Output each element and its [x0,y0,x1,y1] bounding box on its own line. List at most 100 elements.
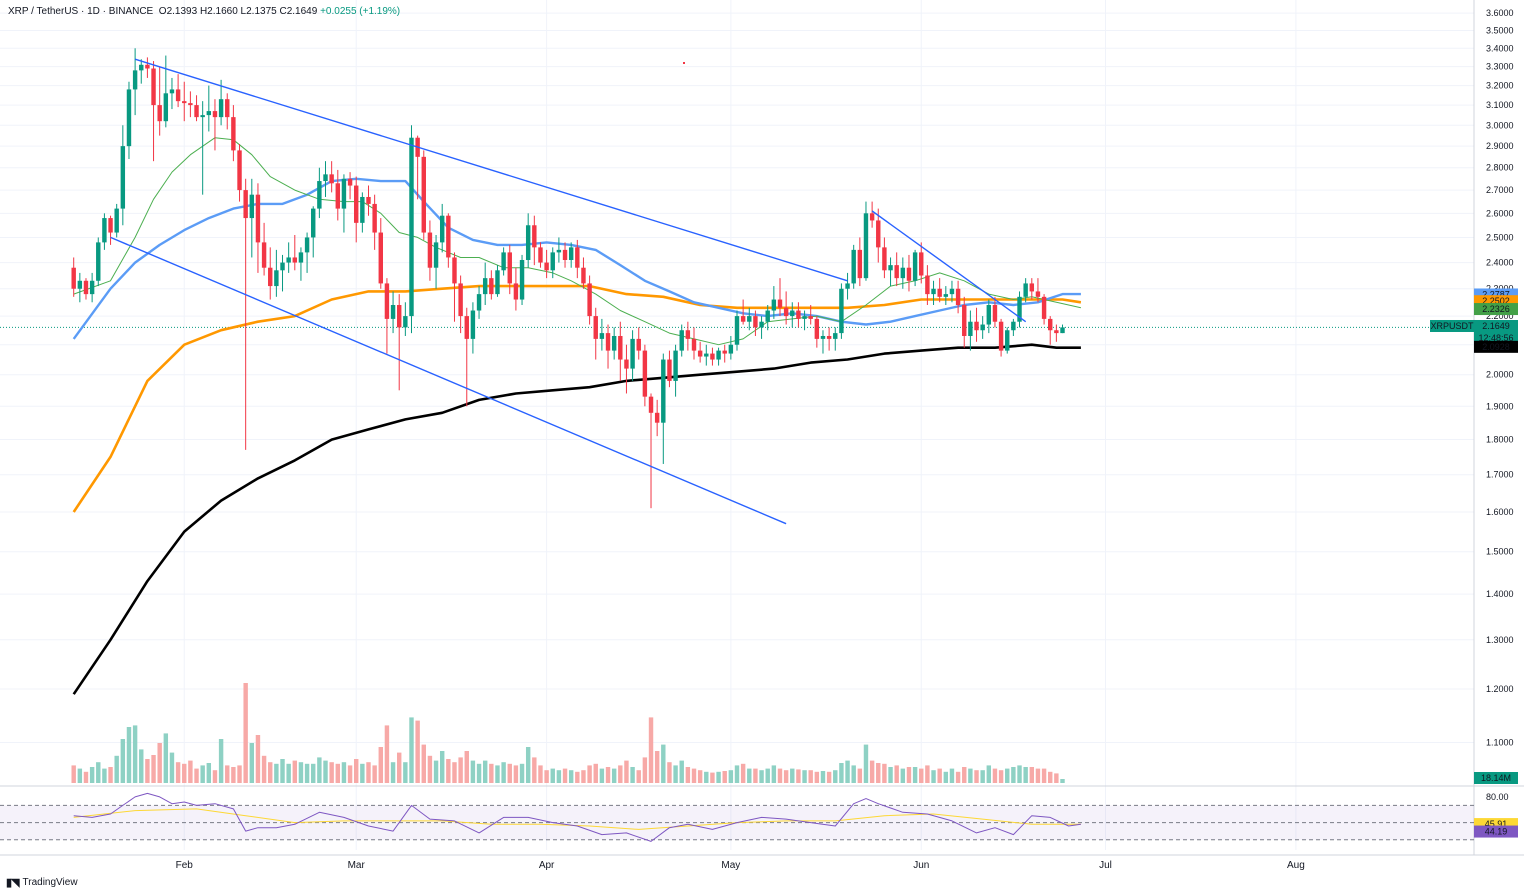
volume-bar [556,770,562,783]
volume-bar [89,767,95,783]
candle-body [661,359,666,423]
volume-tag: 18.14M [1481,773,1511,783]
volume-bar [802,770,807,783]
volume-bar [433,760,439,783]
candle-body [777,299,783,308]
price-tick-label: 2.9000 [1486,141,1514,151]
price-tick-label: 3.5000 [1486,25,1514,35]
volume-bar [550,768,555,783]
candle-body [501,252,506,271]
price-tick-label: 3.3000 [1486,62,1514,72]
volume-bar [685,767,691,783]
volume-bar [329,762,334,783]
candle-body [298,252,304,263]
price-tick-label: 2.6000 [1486,208,1514,218]
volume-bar [931,770,936,783]
price-tick-label: 2.8000 [1486,163,1514,173]
candlesticks [71,48,1065,509]
volume-bar [169,752,175,783]
candle-body [691,338,697,351]
candle-body [237,150,242,191]
marker-dot [683,62,685,64]
volume-bar [261,755,267,783]
candle-body [562,249,568,261]
rsi-value-tag: 45.91 [1485,819,1508,829]
volume-bar [962,767,967,783]
candle-body [114,208,119,233]
candle-body [863,213,869,279]
volume-bar [188,760,193,783]
trendlines[interactable] [110,58,1027,525]
volume-bar [507,763,512,783]
time-tick-label: May [721,860,740,871]
candle-body [286,257,291,263]
grid [0,0,1524,856]
volume-bar [839,763,844,783]
volume-bar [673,765,678,783]
candle-body [704,353,709,357]
volume-bar [525,747,531,783]
candle-body [581,267,586,284]
candle-body [427,232,433,268]
time-tick-label: Apr [539,860,555,871]
candle-body [1017,296,1022,322]
candle-body [654,412,660,423]
volume-bar [439,751,445,783]
candle-body [439,215,445,243]
volume-bar [790,768,795,783]
candle-body [108,218,113,233]
candle-body [532,225,537,248]
candle-body [544,262,549,271]
candle-body [1048,318,1053,331]
volume-bar [1060,779,1065,783]
candle-body [894,265,899,279]
symbol-header: XRP / TetherUS · 1D · BINANCE O2.1393 H2… [8,6,400,17]
volume-bar [114,755,119,783]
candle-body [354,185,359,223]
volume-bar [390,762,396,783]
ma-price-tag: 2.2502 [1482,296,1510,306]
candle-body [304,237,310,253]
candle-body [618,335,623,360]
short-downtrend-trendline [871,210,1027,323]
volume-bar [1029,767,1035,783]
candle-body [919,252,924,276]
candle-body [409,137,414,317]
volume-bar [538,765,543,783]
price-tick-label: 1.4000 [1486,589,1514,599]
volume-bar [587,765,592,783]
candle-body [556,249,562,253]
logo-text: TradingView [22,877,78,888]
volume-bar [998,770,1004,783]
volume-bar [225,765,230,783]
candle-body [329,174,334,184]
volume-bar [311,763,316,783]
tradingview-logo[interactable]: ▮◥ TradingView [6,876,78,889]
volume-bar [347,765,353,783]
rsi-value-tag: 44.19 [1485,827,1508,837]
volume-bar [912,767,918,783]
candle-body [495,270,500,295]
volume-bar [894,765,899,783]
volume-bar [218,739,224,783]
volume-bar [200,765,205,783]
candle-body [433,242,439,268]
candle-body [145,64,150,69]
candle-body [464,316,469,339]
candle-body [513,283,519,300]
candle-body [845,283,850,289]
volume-bar [618,765,623,783]
candle-body [311,208,316,238]
volume-bar [145,759,150,783]
volume-bar [876,763,881,783]
volume-bar [691,768,697,783]
candle-body [452,257,457,284]
open-value: O2.1393 [158,6,198,17]
candle-body [937,288,942,297]
candle-body [151,68,156,106]
volume-bar [575,771,580,783]
volume-bar [274,763,279,783]
volume-bar [642,757,648,783]
price-tick-label: 1.5000 [1486,547,1514,557]
